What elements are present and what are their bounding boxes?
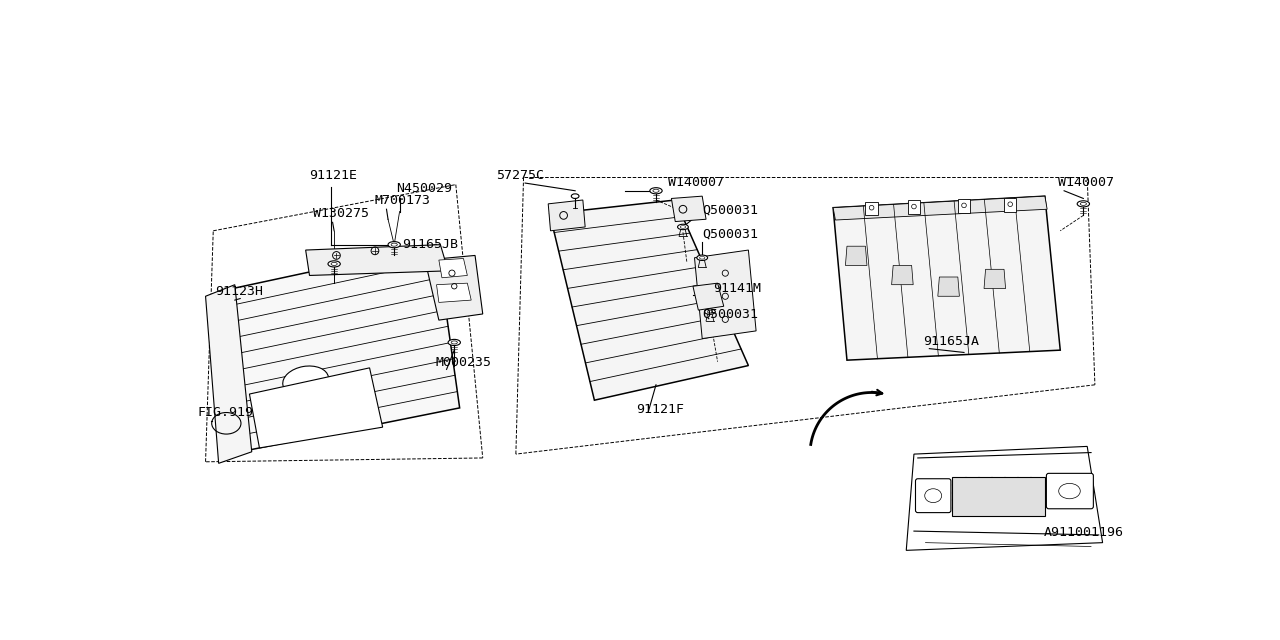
Polygon shape (548, 200, 585, 231)
Text: 91141M: 91141M (713, 282, 762, 296)
Ellipse shape (1078, 201, 1089, 207)
Polygon shape (692, 283, 723, 310)
Polygon shape (436, 283, 471, 303)
Ellipse shape (388, 241, 401, 248)
Polygon shape (833, 196, 1060, 360)
Polygon shape (206, 285, 252, 463)
Polygon shape (695, 250, 756, 339)
Polygon shape (425, 255, 483, 320)
Bar (952, 477, 1044, 516)
Text: W130275: W130275 (314, 207, 370, 220)
Bar (908, 200, 920, 214)
Polygon shape (439, 259, 467, 278)
Text: 91123H: 91123H (215, 285, 264, 298)
Text: 91121F: 91121F (636, 403, 684, 416)
Polygon shape (250, 368, 383, 448)
Polygon shape (306, 244, 448, 275)
Text: 91165JA: 91165JA (923, 335, 979, 348)
Ellipse shape (448, 339, 461, 346)
Ellipse shape (704, 309, 716, 314)
Text: FIG.919: FIG.919 (197, 406, 253, 419)
Polygon shape (549, 200, 749, 400)
Ellipse shape (571, 194, 579, 198)
Text: 91121E: 91121E (310, 169, 357, 182)
FancyBboxPatch shape (1046, 474, 1093, 509)
Bar (1004, 198, 1016, 212)
Bar (865, 202, 878, 216)
FancyBboxPatch shape (915, 479, 951, 513)
Ellipse shape (283, 366, 329, 396)
Text: A911001196: A911001196 (1044, 525, 1124, 539)
Text: M700173: M700173 (375, 194, 431, 207)
Ellipse shape (328, 261, 340, 267)
Text: 57275C: 57275C (495, 169, 544, 182)
Ellipse shape (650, 188, 662, 194)
Text: N450029: N450029 (397, 182, 453, 195)
Text: Q500031: Q500031 (703, 307, 758, 320)
Bar (957, 199, 970, 213)
Polygon shape (984, 269, 1006, 289)
Polygon shape (892, 266, 913, 285)
Ellipse shape (677, 224, 689, 230)
Polygon shape (233, 244, 460, 451)
Polygon shape (833, 196, 1047, 220)
Polygon shape (906, 447, 1102, 550)
Text: W140007: W140007 (668, 176, 723, 189)
Polygon shape (938, 277, 960, 296)
Text: 91165JB: 91165JB (402, 237, 458, 251)
Text: M000235: M000235 (435, 356, 492, 369)
Text: Q500031: Q500031 (703, 228, 758, 241)
Text: W140007: W140007 (1059, 176, 1114, 189)
Polygon shape (845, 246, 867, 266)
Ellipse shape (696, 255, 708, 260)
Text: Q500031: Q500031 (703, 203, 758, 216)
Polygon shape (672, 196, 707, 221)
